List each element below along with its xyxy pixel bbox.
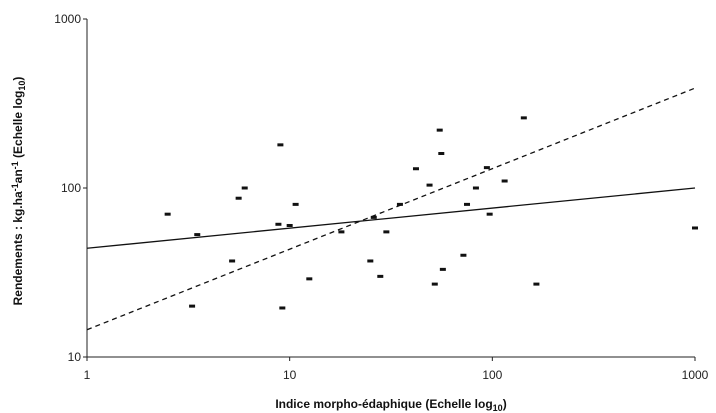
data-point bbox=[194, 233, 201, 237]
data-point bbox=[692, 226, 698, 230]
x-tick-label: 10 bbox=[283, 368, 297, 382]
data-points bbox=[164, 116, 698, 310]
data-point bbox=[241, 186, 248, 190]
data-point bbox=[501, 179, 508, 183]
data-point bbox=[292, 202, 299, 206]
data-point bbox=[367, 259, 374, 263]
y-tick-label: 1000 bbox=[54, 12, 81, 26]
data-point bbox=[438, 152, 445, 156]
data-point bbox=[306, 277, 313, 281]
data-point bbox=[426, 183, 433, 187]
data-point bbox=[396, 202, 403, 206]
data-point bbox=[436, 128, 443, 132]
x-tick-label: 1 bbox=[84, 368, 91, 382]
data-point bbox=[286, 223, 293, 227]
axes bbox=[83, 18, 696, 361]
solid-regression-line bbox=[86, 187, 696, 249]
data-point bbox=[472, 186, 479, 190]
data-point bbox=[383, 230, 390, 234]
data-point bbox=[279, 306, 286, 310]
fit-lines bbox=[86, 87, 696, 331]
y-tick-label: 10 bbox=[68, 350, 82, 364]
data-point bbox=[439, 267, 446, 271]
data-point bbox=[164, 212, 171, 216]
data-point bbox=[520, 116, 527, 120]
data-point bbox=[412, 167, 419, 171]
data-point bbox=[460, 253, 467, 257]
y-tick-label: 100 bbox=[61, 181, 81, 195]
x-tick-label: 100 bbox=[482, 368, 502, 382]
data-point bbox=[486, 212, 493, 216]
data-point bbox=[229, 259, 236, 263]
y-axis-title: Rendements : kg.ha-1an-1 (Echelle log10) bbox=[10, 77, 27, 306]
data-point bbox=[235, 196, 242, 200]
dashed-regression-line bbox=[86, 87, 696, 331]
data-point bbox=[277, 143, 284, 147]
data-point bbox=[483, 166, 490, 170]
data-point bbox=[464, 202, 471, 206]
data-point bbox=[431, 282, 438, 286]
data-point bbox=[189, 304, 196, 308]
data-point bbox=[338, 230, 345, 234]
data-point bbox=[275, 222, 282, 226]
x-tick-label: 1000 bbox=[682, 368, 709, 382]
x-axis-title: Indice morpho-édaphique (Echelle log10) bbox=[275, 397, 506, 413]
data-point bbox=[370, 215, 377, 219]
data-point bbox=[533, 282, 540, 286]
data-point bbox=[377, 274, 384, 278]
